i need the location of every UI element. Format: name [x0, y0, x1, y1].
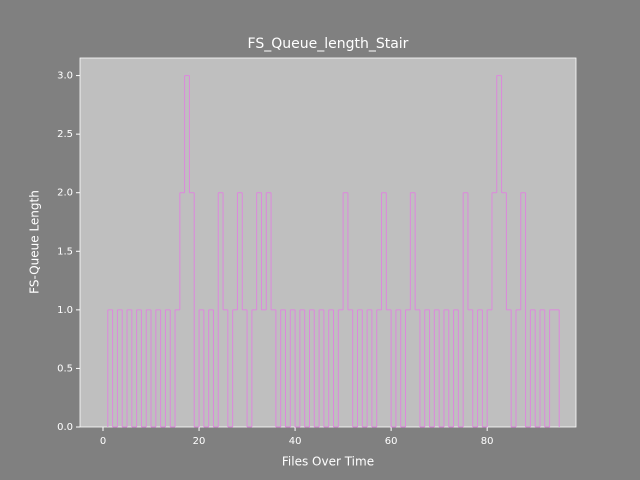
x-tick-label: 80 — [481, 436, 494, 447]
x-tick-label: 60 — [385, 436, 398, 447]
y-tick-label: 0.0 — [57, 422, 73, 433]
x-tick-label: 0 — [100, 436, 106, 447]
y-tick-label: 0.5 — [57, 363, 73, 374]
chart-title: FS_Queue_length_Stair — [248, 36, 409, 52]
y-axis-label: FS-Queue Length — [28, 190, 42, 294]
y-tick-label: 1.5 — [57, 246, 73, 257]
x-axis-label: Files Over Time — [282, 455, 374, 469]
y-tick-label: 3.0 — [57, 71, 73, 82]
y-tick-label: 1.0 — [57, 305, 73, 316]
x-tick-label: 40 — [289, 436, 302, 447]
y-tick-label: 2.0 — [57, 188, 73, 199]
x-tick-label: 20 — [193, 436, 206, 447]
y-tick-label: 2.5 — [57, 129, 73, 140]
plot-area — [79, 57, 577, 428]
